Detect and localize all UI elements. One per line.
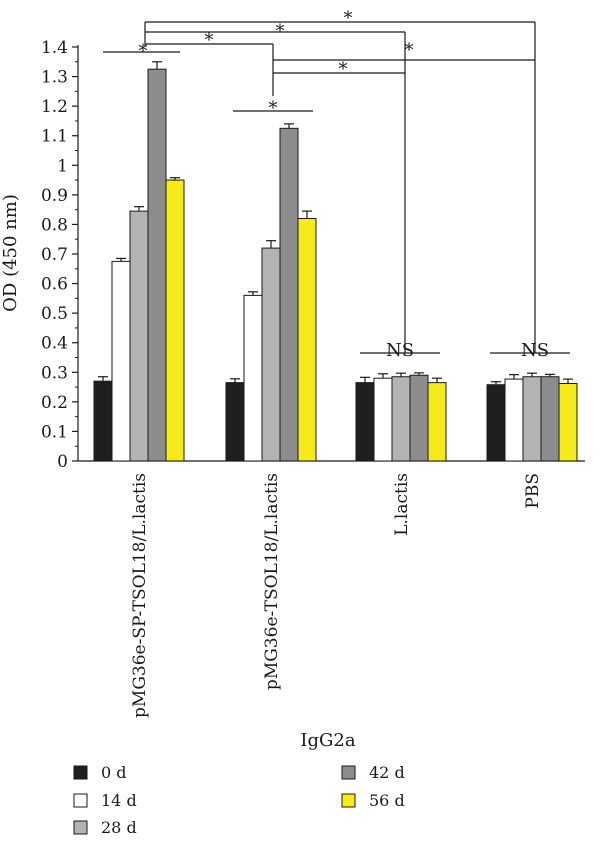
y-axis: 0 0.1 0.2 0.3 0.4 0.5 0.6 0.7 0.8 0.9 1 1.1 1.2 1.3 1.…	[41, 38, 585, 472]
bar	[261, 247, 281, 462]
y-tick-label: 0.2	[41, 393, 68, 413]
legend-swatch	[73, 820, 88, 835]
legend-swatch	[73, 765, 88, 780]
significance-label: *	[405, 40, 414, 61]
legend-label: 42 d	[369, 763, 405, 782]
y-tick-label: 0.9	[41, 186, 68, 206]
legend-label: 0 d	[101, 763, 127, 782]
bar	[243, 294, 263, 462]
significance-label: *	[139, 41, 148, 62]
bar	[486, 384, 506, 462]
bar	[279, 127, 299, 462]
legend: 0 d 14 d 28 d 42 d 56 d	[73, 763, 405, 837]
significance-label: NS	[386, 340, 414, 361]
significance-label: NS	[521, 340, 549, 361]
bar	[225, 382, 245, 462]
x-axis-title: IgG2a	[300, 730, 355, 751]
significance-label: *	[344, 8, 353, 29]
category-label: L.lactis	[392, 473, 412, 536]
bar	[373, 377, 393, 462]
significance-label: *	[205, 30, 214, 51]
y-tick-label: 1	[57, 156, 68, 176]
bar	[165, 179, 185, 462]
bar	[147, 68, 167, 462]
y-tick-label: 0.8	[41, 215, 68, 235]
bar	[558, 383, 578, 462]
bar	[391, 376, 411, 462]
legend-label: 14 d	[101, 791, 137, 810]
y-tick-label: 1.2	[41, 97, 68, 117]
significance-label: *	[339, 59, 348, 80]
y-tick-label: 0.3	[41, 363, 68, 383]
y-tick-label: 0.1	[41, 422, 68, 442]
bar	[297, 218, 317, 462]
y-tick-label: 0.4	[41, 334, 68, 354]
legend-label: 28 d	[101, 818, 137, 837]
category-label: pMG36e-SP-TSOL18/L.lactis	[130, 473, 150, 718]
y-tick-label: 1.3	[41, 68, 68, 88]
legend-label: 56 d	[369, 791, 405, 810]
bar	[93, 380, 113, 462]
significance-annotations: * * * * * * * NS NS	[103, 8, 570, 361]
bar	[129, 210, 149, 462]
y-tick-label: 0.5	[41, 304, 68, 324]
category-label: pMG36e-TSOL18/L.lactis	[262, 473, 282, 690]
bar	[504, 378, 524, 462]
y-tick-label: 0	[57, 452, 68, 472]
axis-titles: OD (450 nm) IgG2a	[0, 194, 356, 751]
x-axis-category-labels: pMG36e-SP-TSOL18/L.lactis pMG36e-TSOL18/L…	[130, 473, 543, 718]
bar	[409, 374, 429, 462]
bar	[522, 376, 542, 462]
significance-label: *	[276, 21, 285, 42]
y-tick-label: 1.1	[41, 127, 68, 147]
legend-swatch	[341, 765, 356, 780]
bar	[427, 382, 447, 462]
y-axis-title: OD (450 nm)	[0, 194, 21, 312]
bar	[111, 260, 131, 462]
y-tick-label: 0.7	[41, 245, 68, 265]
bars	[93, 61, 578, 462]
legend-swatch	[341, 793, 356, 808]
bar	[540, 376, 560, 462]
bar	[355, 382, 375, 462]
significance-label: *	[269, 98, 278, 119]
y-tick-label: 0.6	[41, 275, 68, 295]
category-label: PBS	[523, 473, 543, 509]
y-tick-label: 1.4	[41, 38, 68, 58]
legend-swatch	[73, 793, 88, 808]
